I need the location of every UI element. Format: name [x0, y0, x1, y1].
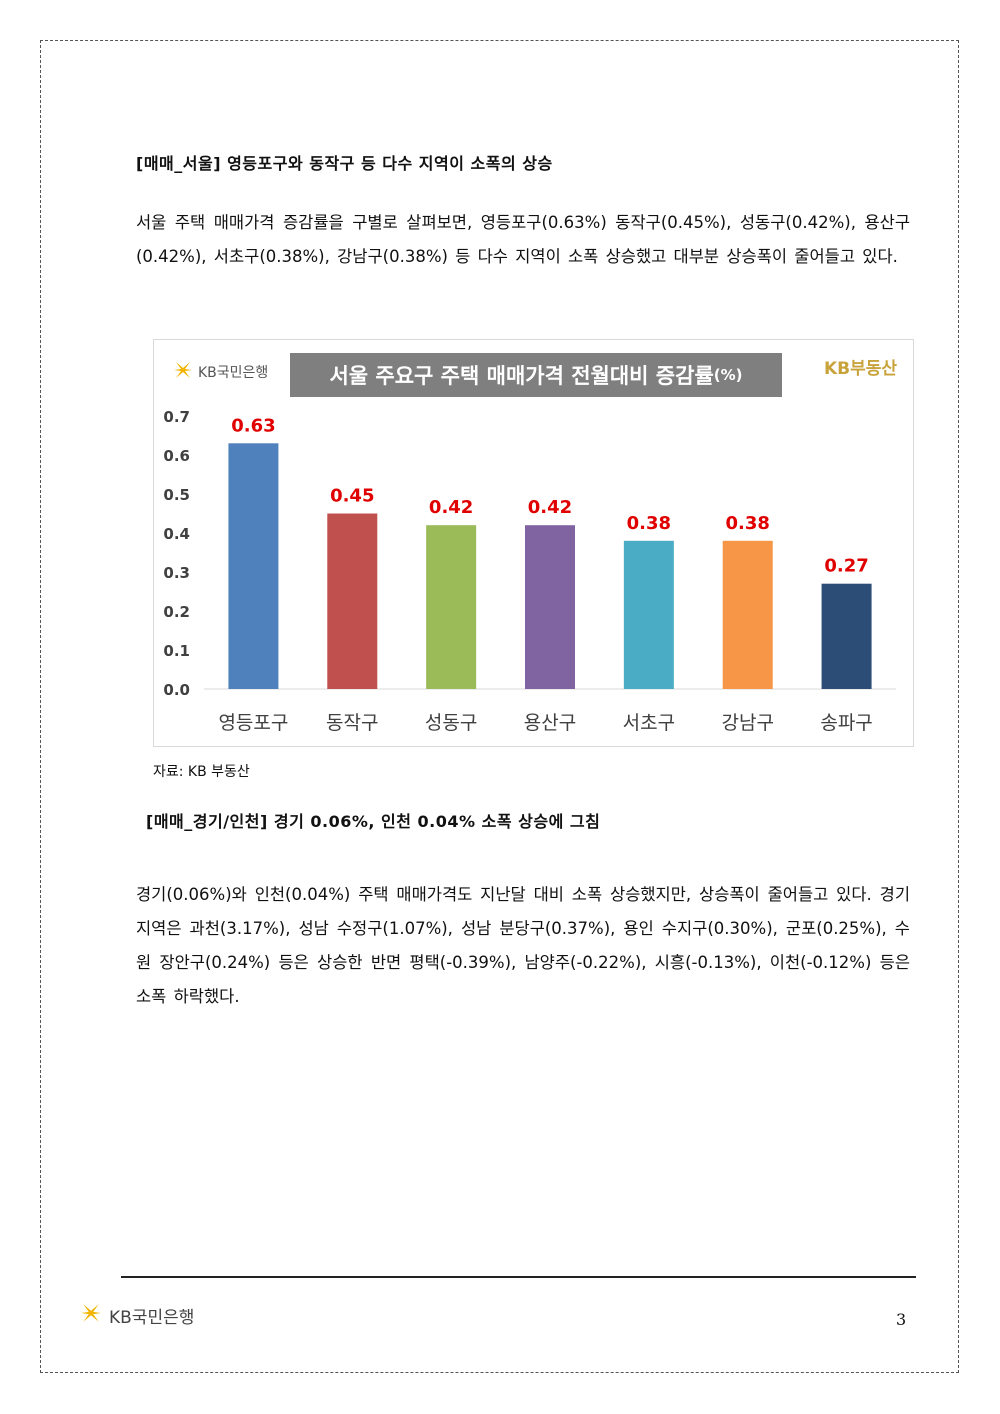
- y-tick-label: 0.3: [163, 564, 190, 582]
- bar-3: [426, 525, 477, 689]
- x-category-label: 서초구: [623, 712, 675, 734]
- source-note: 자료: KB 부동산: [153, 764, 250, 780]
- y-tick-label: 0.2: [163, 603, 190, 621]
- chart-title-unit: (%): [713, 366, 743, 384]
- bar-2: [327, 513, 378, 689]
- kb-star-icon: [78, 1302, 104, 1329]
- data-label: 0.63: [231, 415, 275, 436]
- data-label: 0.38: [726, 513, 770, 534]
- chart-kb-logo: KB국민은행: [172, 360, 268, 384]
- section-heading-seoul: [매매_서울] 영등포구와 동작구 등 다수 지역이 소폭의 상승: [136, 154, 553, 173]
- chart-logo-text: KB국민은행: [198, 365, 269, 381]
- y-tick-label: 0.7: [163, 408, 190, 426]
- y-tick-label: 0.5: [163, 486, 190, 504]
- x-category-label: 용산구: [524, 712, 576, 734]
- footer-kb-logo: KB국민은행: [78, 1302, 194, 1329]
- data-label: 0.45: [330, 486, 374, 507]
- data-label: 0.42: [528, 497, 572, 518]
- x-category-label: 강남구: [721, 712, 773, 734]
- bar-4: [525, 525, 575, 689]
- section-heading-gyeonggi: [매매_경기/인천] 경기 0.06%, 인천 0.04% 소폭 상승에 그침: [146, 812, 601, 831]
- bar-5: [623, 540, 674, 689]
- x-category-label: 동작구: [326, 712, 378, 734]
- data-label: 0.42: [429, 497, 473, 518]
- x-category-label: 성동구: [425, 712, 477, 734]
- page-border: [40, 40, 959, 1373]
- kb-star-icon: [172, 360, 194, 384]
- bar-1: [228, 443, 279, 689]
- y-tick-label: 0.1: [163, 642, 190, 660]
- chart-container: KB국민은행 서울 주요구 주택 매매가격 전월대비 증감률 (%) KB부동산…: [153, 339, 914, 747]
- section-paragraph-gyeonggi: 경기(0.06%)와 인천(0.04%) 주택 매매가격도 지난달 대비 소폭 …: [136, 885, 910, 1006]
- y-tick-label: 0.4: [163, 525, 190, 543]
- chart-title-main: 서울 주요구 주택 매매가격 전월대비 증감률: [329, 364, 714, 388]
- bar-chart-plot: 0.0 0.1 0.2 0.3 0.4 0.5 0.6 0.7 0.63 영등포구 0.45 동작구 0…: [163, 408, 896, 734]
- y-tick-label: 0.6: [163, 447, 190, 465]
- bar-6: [722, 540, 773, 689]
- kb-realestate-brand: KB부동산: [823, 359, 897, 379]
- x-category-label: 영등포구: [218, 712, 288, 734]
- page-number: 3: [896, 1310, 907, 1329]
- x-category-label: 송파구: [820, 712, 872, 734]
- chart-title: 서울 주요구 주택 매매가격 전월대비 증감률 (%): [290, 353, 782, 397]
- section-paragraph-seoul: 서울 주택 매매가격 증감률을 구별로 살펴보면, 영등포구(0.63%) 동작…: [136, 213, 910, 266]
- bar-7: [821, 583, 872, 689]
- data-label: 0.38: [627, 513, 671, 534]
- footer-divider: [121, 1276, 916, 1278]
- footer-logo-text: KB국민은행: [109, 1308, 195, 1328]
- y-tick-label: 0.0: [163, 681, 190, 699]
- data-label: 0.27: [824, 556, 868, 577]
